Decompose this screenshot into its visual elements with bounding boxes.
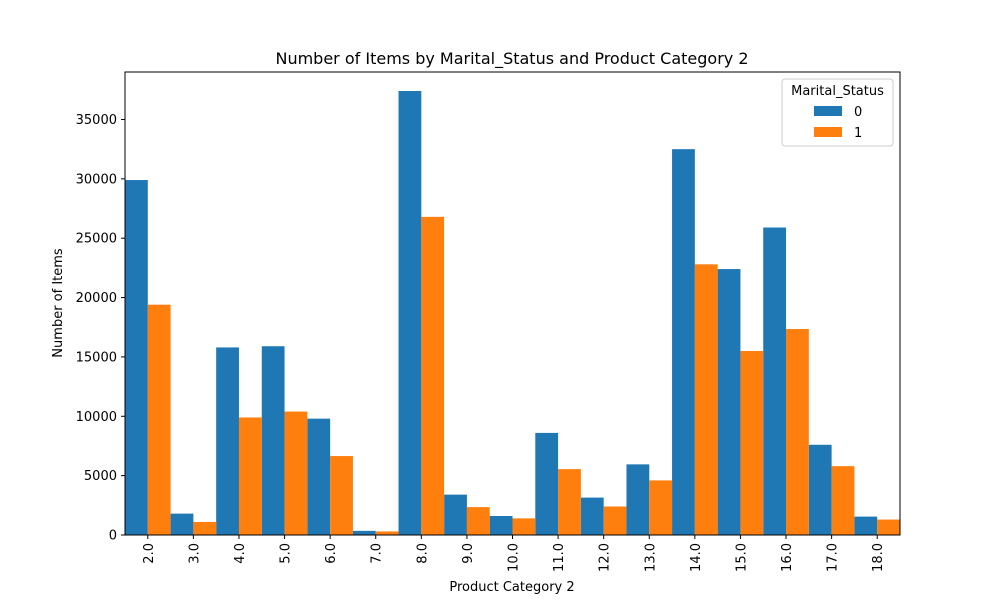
x-tick-label: 15.0 bbox=[734, 543, 749, 572]
y-axis-label: Number of Items bbox=[51, 248, 66, 358]
x-tick-label: 17.0 bbox=[826, 543, 841, 572]
x-tick-label: 9.0 bbox=[461, 543, 476, 564]
x-tick-label: 7.0 bbox=[370, 543, 385, 564]
x-tick-label: 3.0 bbox=[187, 543, 202, 564]
bar-3.0-series-1 bbox=[193, 521, 217, 535]
x-tick-label: 10.0 bbox=[507, 543, 522, 572]
x-tick-label: 2.0 bbox=[142, 543, 157, 564]
y-tick-label: 15000 bbox=[76, 350, 117, 365]
y-tick-label: 0 bbox=[109, 529, 117, 544]
bar-8.0-series-1 bbox=[421, 216, 445, 536]
bar-15.0-series-0 bbox=[717, 269, 741, 535]
y-tick-label: 10000 bbox=[76, 410, 117, 425]
bar-16.0-series-1 bbox=[786, 329, 809, 535]
x-tick-label: 11.0 bbox=[552, 543, 567, 572]
bar-18.0-series-0 bbox=[854, 516, 878, 535]
bar-15.0-series-1 bbox=[740, 350, 764, 535]
bar-12.0-series-1 bbox=[603, 506, 627, 535]
x-tick-label: 14.0 bbox=[689, 543, 704, 572]
bar-17.0-series-1 bbox=[831, 466, 855, 535]
bar-12.0-series-0 bbox=[580, 497, 604, 535]
legend-label-series-1: 1 bbox=[854, 126, 862, 141]
bars-layer bbox=[125, 90, 900, 536]
x-tick-label: 18.0 bbox=[871, 543, 886, 572]
bar-10.0-series-0 bbox=[489, 516, 513, 535]
bar-17.0-series-0 bbox=[808, 444, 832, 535]
legend-swatch-series-0 bbox=[814, 106, 842, 116]
bar-11.0-series-1 bbox=[558, 469, 581, 535]
y-tick-label: 35000 bbox=[76, 113, 117, 128]
x-tick-label: 6.0 bbox=[324, 543, 339, 564]
bar-2.0-series-1 bbox=[147, 304, 171, 535]
bar-4.0-series-0 bbox=[216, 347, 239, 535]
bar-7.0-series-0 bbox=[352, 530, 376, 535]
y-tick-label: 30000 bbox=[76, 172, 117, 187]
legend-label-series-0: 0 bbox=[854, 105, 862, 120]
bar-3.0-series-0 bbox=[170, 513, 194, 535]
bar-6.0-series-0 bbox=[307, 418, 331, 535]
bar-14.0-series-1 bbox=[694, 264, 718, 535]
bar-9.0-series-0 bbox=[444, 494, 467, 535]
y-tick-label: 25000 bbox=[76, 232, 117, 247]
x-tick-label: 4.0 bbox=[233, 543, 248, 564]
bar-4.0-series-1 bbox=[238, 417, 262, 535]
bar-2.0-series-0 bbox=[125, 180, 148, 536]
legend-swatch-series-1 bbox=[814, 127, 842, 137]
bar-5.0-series-0 bbox=[261, 346, 285, 535]
legend: Marital_Status 0 1 bbox=[781, 78, 894, 147]
x-tick-label: 5.0 bbox=[279, 543, 294, 564]
bar-7.0-series-1 bbox=[375, 531, 399, 535]
bar-18.0-series-1 bbox=[877, 519, 900, 535]
bar-16.0-series-0 bbox=[763, 227, 787, 535]
bar-10.0-series-1 bbox=[512, 518, 536, 535]
chart-title: Number of Items by Marital_Status and Pr… bbox=[275, 49, 748, 69]
bar-14.0-series-0 bbox=[672, 149, 695, 535]
bar-9.0-series-1 bbox=[466, 507, 490, 535]
x-axis-label: Product Category 2 bbox=[449, 580, 574, 595]
bar-8.0-series-0 bbox=[398, 90, 422, 535]
x-tick-label: 12.0 bbox=[598, 543, 613, 572]
x-tick-label: 13.0 bbox=[643, 543, 658, 572]
bar-11.0-series-0 bbox=[535, 432, 559, 535]
bar-13.0-series-1 bbox=[649, 480, 673, 535]
axes-layer: 0 5000 10000 15000 20000 25000 30000 35000 2.0 3.… bbox=[76, 71, 901, 572]
y-tick-label: 20000 bbox=[76, 291, 117, 306]
x-tick-label: 8.0 bbox=[415, 543, 430, 564]
bar-5.0-series-1 bbox=[284, 411, 308, 535]
x-tick-label: 16.0 bbox=[780, 543, 795, 572]
y-tick-label: 5000 bbox=[84, 469, 117, 484]
legend-title: Marital_Status bbox=[791, 84, 884, 99]
bar-13.0-series-0 bbox=[626, 464, 650, 535]
bar-6.0-series-1 bbox=[330, 456, 353, 535]
